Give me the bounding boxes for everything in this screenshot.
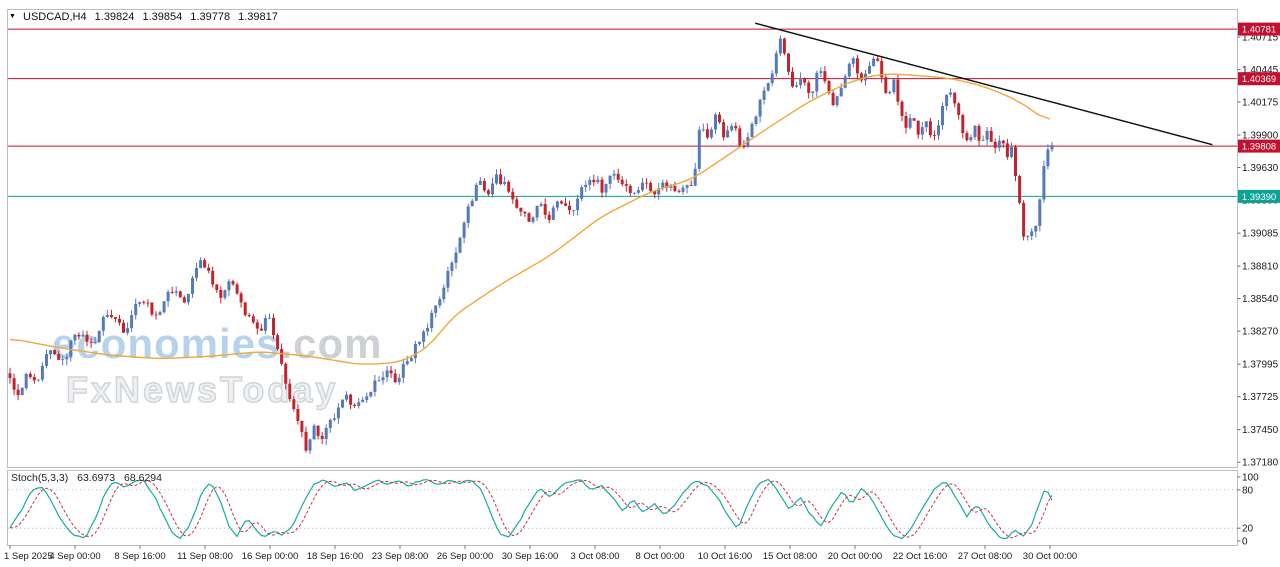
ohlc-high: 1.39854 (142, 11, 183, 23)
date-axis-label: 26 Sep 00:00 (437, 551, 494, 562)
stoch-scale-label: 100 (1242, 473, 1259, 484)
price-tags: 1.40781 1.40369 1.39808 1.39390 (1238, 22, 1280, 203)
stoch-scale-label: 80 (1242, 485, 1254, 496)
price-axis-label: 1.37725 (1242, 392, 1279, 403)
date-axis-label: 22 Oct 16:00 (893, 551, 947, 562)
price-tag (1238, 72, 1280, 86)
candlestick-series (8, 35, 1054, 454)
stoch-k-value: 63.6973 (77, 472, 116, 484)
price-axis-label: 1.39085 (1242, 229, 1279, 240)
price-tag-label: 1.39808 (1242, 142, 1276, 153)
price-tag-label: 1.40781 (1242, 25, 1276, 36)
ohlc-low: 1.39778 (190, 11, 231, 23)
date-axis-label: 10 Oct 16:00 (698, 551, 752, 562)
price-axis-label: 1.39630 (1242, 163, 1279, 174)
date-axis-label: 20 Oct 00:00 (828, 551, 882, 562)
stoch-d-value: 68.6294 (124, 472, 162, 484)
stoch-indicator-label: Stoch(5,3,3) 63.6973 68.6294 (11, 472, 168, 484)
date-axis-label: 30 Sep 16:00 (502, 551, 559, 562)
date-axis-label: 16 Sep 00:00 (242, 551, 299, 562)
ohlc-open: 1.39824 (94, 11, 135, 23)
price-axis-label: 1.38540 (1242, 294, 1279, 305)
price-axis-label: 1.37180 (1242, 458, 1279, 469)
price-axis-label: 1.37995 (1242, 360, 1279, 371)
date-axis-label: 23 Sep 08:00 (372, 551, 429, 562)
date-axis-label: 11 Sep 08:00 (177, 551, 233, 562)
symbol-timeframe: USDCAD,H4 (23, 11, 87, 23)
price-axis-label: 1.40715 (1242, 33, 1279, 44)
stoch-k-line[interactable] (9, 478, 1053, 540)
date-axis-label: 1 Sep 2025 (4, 551, 53, 562)
price-axis-label: 1.39900 (1242, 131, 1279, 142)
symbol-info-bar: ▼ USDCAD,H4 1.39824 1.39854 1.39778 1.39… (9, 11, 283, 23)
stoch-name: Stoch(5,3,3) (11, 472, 69, 484)
date-axis-label: 8 Oct 00:00 (635, 551, 684, 562)
price-axis: 1.40715 1.40445 1.40175 1.39900 1.39630 1.393… (1237, 33, 1279, 469)
price-tag (1238, 22, 1280, 36)
date-axis-label: 3 Oct 08:00 (570, 551, 619, 562)
watermark-brand-tld: .com (280, 320, 383, 367)
price-tag (1238, 139, 1280, 153)
price-axis-label: 1.37450 (1242, 425, 1279, 436)
date-axis-label: 30 Oct 00:00 (1023, 551, 1077, 562)
date-axis-label: 18 Sep 16:00 (307, 551, 364, 562)
support-resistance-lines (8, 28, 1237, 197)
stoch-d-line[interactable] (10, 479, 1053, 539)
price-axis-label: 1.38270 (1242, 327, 1279, 338)
triangle-marker-icon[interactable]: ▼ (9, 13, 16, 20)
moving-average-line[interactable] (9, 73, 1051, 365)
price-tag-label: 1.39390 (1242, 192, 1276, 203)
date-axis-label: 15 Oct 08:00 (763, 551, 817, 562)
price-tag (1238, 189, 1280, 203)
panel-borders (7, 9, 1238, 546)
price-tag-label: 1.40369 (1242, 74, 1276, 85)
ohlc-close: 1.39817 (238, 11, 278, 23)
price-axis-label: 1.40445 (1242, 65, 1279, 76)
date-axis-label: 4 Sep 00:00 (49, 551, 100, 562)
stoch-scale-label: 20 (1242, 524, 1254, 535)
date-axis-label: 27 Oct 08:00 (958, 551, 1012, 562)
price-axis-label: 1.40175 (1242, 98, 1279, 109)
trendline[interactable] (755, 22, 1213, 146)
date-axis-label: 8 Sep 16:00 (114, 551, 165, 562)
price-axis-label: 1.38810 (1242, 262, 1279, 273)
stoch-scale-label: 0 (1242, 537, 1248, 548)
